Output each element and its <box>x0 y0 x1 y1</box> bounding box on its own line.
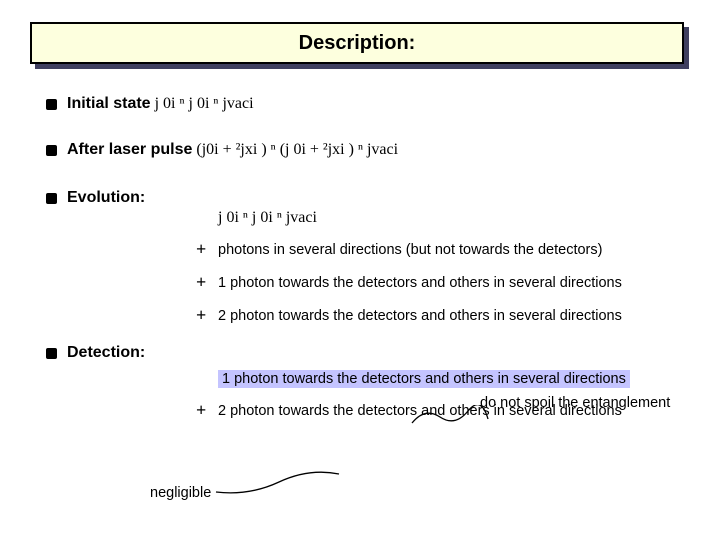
after-pulse-row: After laser pulse (j0i + ²jxi ) ⁿ (j 0i … <box>46 141 686 159</box>
detection-highlight: 1 photon towards the detectors and other… <box>218 370 630 388</box>
evolution-line: + 1 photon towards the detectors and oth… <box>196 272 686 293</box>
content-area: Initial state j 0i ⁿ j 0i ⁿ jvaci After … <box>46 95 686 433</box>
detection-label: Detection: <box>67 344 145 362</box>
initial-state-row: Initial state j 0i ⁿ j 0i ⁿ jvaci <box>46 95 686 113</box>
evo-text-0: photons in several directions (but not t… <box>218 242 602 258</box>
evolution-row: Evolution: <box>46 189 686 207</box>
nospoil-text: do not spoil the entanglement <box>480 395 670 411</box>
negligible-curve-icon <box>214 470 344 498</box>
negligible-text: negligible <box>150 485 211 501</box>
initial-label: Initial state <box>67 95 151 113</box>
initial-formula: j 0i ⁿ j 0i ⁿ jvaci <box>155 95 254 113</box>
detection-row: Detection: <box>46 344 686 362</box>
plus-icon: + <box>196 400 218 421</box>
nospoil-annotation: do not spoil the entanglement <box>480 395 670 411</box>
bullet-icon <box>46 145 57 156</box>
title-text: Description: <box>299 32 416 55</box>
after-formula: (j0i + ²jxi ) ⁿ (j 0i + ²jxi ) ⁿ jvaci <box>196 141 398 159</box>
evo-text-2: 2 photon towards the detectors and other… <box>218 308 622 324</box>
plus-icon: + <box>196 305 218 326</box>
bullet-icon <box>46 99 57 110</box>
evolution-block: j 0i ⁿ j 0i ⁿ jvaci + photons in several… <box>196 209 686 326</box>
detection-line: 1 photon towards the detectors and other… <box>196 370 686 388</box>
evolution-line: + photons in several directions (but not… <box>196 239 686 260</box>
negligible-annotation: negligible <box>150 485 211 501</box>
after-label: After laser pulse <box>67 141 192 159</box>
plus-icon: + <box>196 272 218 293</box>
nospoil-curve-icon <box>410 405 490 427</box>
evolution-formula: j 0i ⁿ j 0i ⁿ jvaci <box>218 209 317 227</box>
evo-text-1: 1 photon towards the detectors and other… <box>218 275 622 291</box>
plus-icon: + <box>196 239 218 260</box>
bullet-icon <box>46 193 57 204</box>
evolution-line: + 2 photon towards the detectors and oth… <box>196 305 686 326</box>
evolution-head: j 0i ⁿ j 0i ⁿ jvaci <box>196 209 686 227</box>
evolution-label: Evolution: <box>67 189 145 207</box>
bullet-icon <box>46 348 57 359</box>
title-box: Description: <box>30 22 684 64</box>
